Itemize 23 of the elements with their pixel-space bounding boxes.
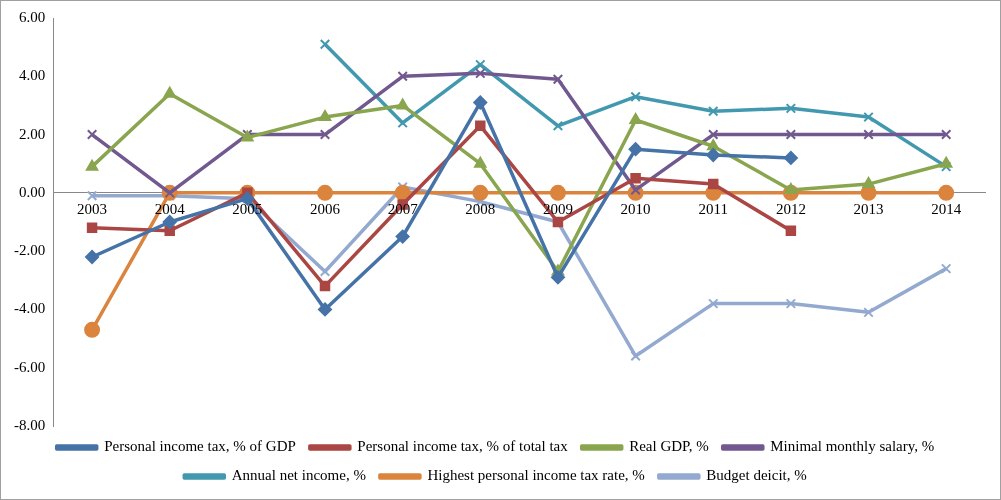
x-tick-label: 2010	[620, 200, 651, 217]
x-tick-label: 2006	[310, 200, 341, 217]
x-tick-label: 2012	[775, 200, 806, 217]
legend-label: Real GDP, %	[629, 438, 709, 455]
x-tick-label: 2014	[931, 200, 962, 217]
y-tick-label: -2.00	[14, 242, 46, 259]
y-tick-label: -8.00	[14, 416, 46, 433]
legend-label: Personal income tax, % of total tax	[357, 438, 569, 455]
x-tick-label: 2011	[698, 200, 728, 217]
y-tick-label: 2.00	[19, 125, 46, 142]
legend-label: Highest personal income tax rate, %	[427, 467, 645, 484]
y-tick-label: -4.00	[14, 300, 46, 317]
x-tick-label: 2008	[465, 200, 496, 217]
x-tick-label: 2013	[853, 200, 884, 217]
y-tick-label: 0.00	[19, 183, 46, 200]
legend-label: Minimal monthly salary, %	[770, 438, 935, 455]
legend-label: Budget deicit, %	[706, 467, 807, 484]
y-tick-label: 6.00	[19, 8, 46, 25]
y-tick-label: 4.00	[19, 67, 46, 84]
y-tick-label: -6.00	[14, 358, 46, 375]
legend-label: Personal income tax, % of GDP	[104, 438, 296, 455]
legend-label: Annual net income, %	[231, 467, 366, 484]
x-tick-label: 2003	[77, 200, 108, 217]
